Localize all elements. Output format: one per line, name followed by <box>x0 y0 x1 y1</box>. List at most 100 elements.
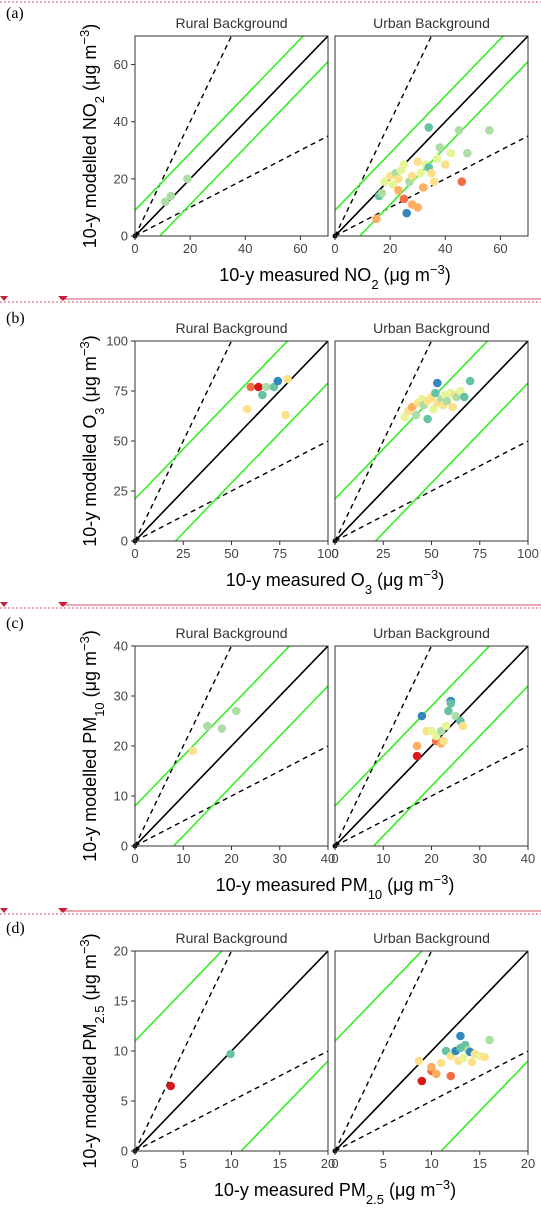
x-axis-title: 10-y measured PM2.5 (μg m−3) <box>214 1177 456 1207</box>
data-point <box>448 403 457 412</box>
x-tick-label: 5 <box>180 1156 187 1171</box>
y-tick-label: 20 <box>114 944 128 959</box>
data-point <box>247 383 256 392</box>
y-tick-label: 40 <box>114 639 128 654</box>
data-point <box>254 383 263 392</box>
facet-title: Rural Background <box>175 930 287 946</box>
facet-title: Urban Background <box>373 15 490 31</box>
factor-two-upper <box>135 0 541 846</box>
data-point <box>189 747 198 756</box>
x-tick-label: 20 <box>224 851 238 866</box>
x-tick-label: 0 <box>331 851 338 866</box>
x-tick-label: 100 <box>517 546 539 561</box>
factor-two-lower <box>335 0 541 236</box>
x-tick-label: 40 <box>438 241 452 256</box>
facet-title: Rural Background <box>175 320 287 336</box>
x-tick-label: 20 <box>183 241 197 256</box>
x-tick-label: 10 <box>224 1156 238 1171</box>
x-tick-label: 15 <box>473 1156 487 1171</box>
x-tick-label: 10 <box>176 851 190 866</box>
data-points <box>166 1050 234 1091</box>
data-point <box>258 391 267 400</box>
data-point <box>226 1050 235 1059</box>
data-point <box>418 712 427 721</box>
data-point <box>460 393 469 402</box>
y-tick-label: 0 <box>121 534 128 549</box>
data-point <box>485 1036 494 1045</box>
factor-two-lower <box>135 0 541 236</box>
separator-marker <box>0 296 8 301</box>
data-point <box>400 195 409 204</box>
x-tick-label: 40 <box>521 851 535 866</box>
factor-two-upper <box>335 0 541 236</box>
data-point <box>458 177 467 186</box>
data-point <box>456 1032 465 1041</box>
data-point <box>442 722 451 731</box>
data-point <box>466 377 475 386</box>
nmb-upper <box>135 206 541 806</box>
data-points <box>415 1032 494 1086</box>
data-point <box>408 172 417 181</box>
reference-lines <box>335 0 541 846</box>
data-point <box>459 722 468 731</box>
identity-line <box>335 0 541 236</box>
data-point <box>243 405 252 414</box>
x-tick-label: 75 <box>273 546 287 561</box>
x-tick-label: 0 <box>131 546 138 561</box>
facet-urban: Urban Background0 10 20 30 40 <box>331 0 541 866</box>
x-tick-label: 60 <box>293 241 307 256</box>
facet-rural: Rural Background 0 20 40 60 0 20 40 60 <box>114 0 541 256</box>
data-point <box>413 157 422 166</box>
data-point <box>433 155 442 164</box>
data-point <box>166 1082 175 1091</box>
x-tick-label: 0 <box>331 1156 338 1171</box>
data-point <box>372 215 381 224</box>
data-point <box>424 123 433 132</box>
factor-two-upper <box>135 0 541 236</box>
facet-title: Rural Background <box>175 15 287 31</box>
data-point <box>447 699 456 708</box>
data-point <box>459 1054 468 1063</box>
data-point <box>413 203 422 212</box>
data-points <box>243 375 292 420</box>
y-tick-label: 15 <box>114 994 128 1009</box>
y-tick-label: 25 <box>114 484 128 499</box>
x-tick-label: 40 <box>238 241 252 256</box>
separator-marker <box>58 908 68 913</box>
facet-title: Urban Background <box>373 625 490 641</box>
facet-title: Urban Background <box>373 930 490 946</box>
data-point <box>262 383 271 392</box>
x-tick-label: 25 <box>376 546 390 561</box>
data-point <box>455 126 464 135</box>
data-point <box>394 175 403 184</box>
data-point <box>400 160 409 169</box>
data-point <box>439 737 448 746</box>
y-tick-label: 0 <box>121 229 128 244</box>
data-point <box>432 1070 441 1079</box>
y-tick-label: 10 <box>114 1044 128 1059</box>
facet-urban: Urban Background 0 20 40 60 <box>331 0 541 256</box>
x-tick-label: 20 <box>383 241 397 256</box>
y-tick-label: 5 <box>121 1094 128 1109</box>
data-point <box>447 1072 456 1081</box>
separator-marker <box>0 602 8 607</box>
x-axis-title: 10-y measured NO2 (μg m−3) <box>219 262 451 292</box>
x-tick-label: 20 <box>424 851 438 866</box>
data-point <box>413 742 422 751</box>
x-tick-label: 0 <box>131 1156 138 1171</box>
reference-lines <box>135 0 541 846</box>
data-point <box>402 209 411 218</box>
data-point <box>274 377 283 386</box>
x-tick-label: 0 <box>331 241 338 256</box>
nmb-lower <box>160 0 541 236</box>
nmb-upper <box>335 0 541 210</box>
y-axis-title: 10-y modelled NO2 (μg m−3) <box>77 24 107 249</box>
y-tick-label: 20 <box>114 739 128 754</box>
x-tick-label: 30 <box>273 851 287 866</box>
data-point <box>437 1059 446 1068</box>
data-point <box>412 411 421 420</box>
x-tick-label: 60 <box>493 241 507 256</box>
panel-label: (c) <box>6 615 24 632</box>
